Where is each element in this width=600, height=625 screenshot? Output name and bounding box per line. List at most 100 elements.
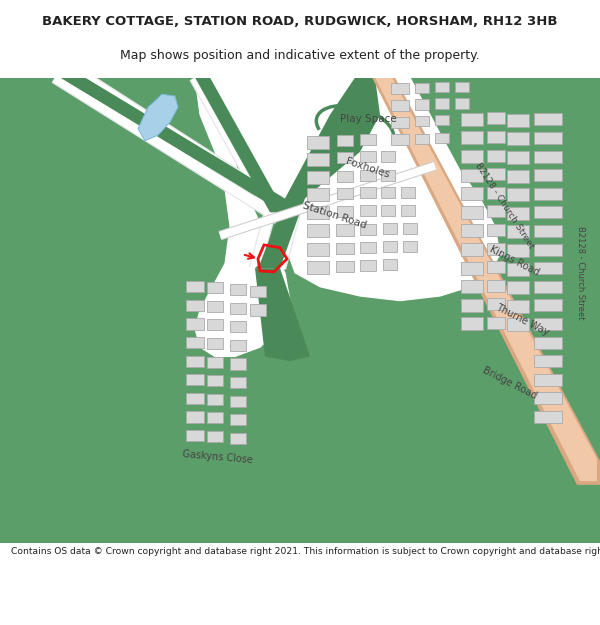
Polygon shape <box>383 222 397 234</box>
Polygon shape <box>507 151 529 164</box>
Polygon shape <box>0 78 140 542</box>
Polygon shape <box>461 318 483 331</box>
Polygon shape <box>383 259 397 270</box>
Polygon shape <box>360 134 376 146</box>
Polygon shape <box>461 150 483 163</box>
Polygon shape <box>186 411 204 422</box>
Text: B2128 - Church Street: B2128 - Church Street <box>473 161 535 251</box>
Polygon shape <box>207 394 223 405</box>
Polygon shape <box>230 432 246 444</box>
Polygon shape <box>230 377 246 388</box>
Polygon shape <box>307 206 329 219</box>
Polygon shape <box>340 78 600 542</box>
Polygon shape <box>534 188 562 200</box>
Polygon shape <box>230 396 246 407</box>
Polygon shape <box>487 168 505 180</box>
Text: Gaskyns Close: Gaskyns Close <box>182 449 254 465</box>
Polygon shape <box>381 205 395 216</box>
Polygon shape <box>337 135 353 146</box>
Polygon shape <box>534 299 562 311</box>
Polygon shape <box>461 224 483 238</box>
Polygon shape <box>435 98 449 109</box>
Polygon shape <box>360 224 376 234</box>
Polygon shape <box>461 206 483 219</box>
Polygon shape <box>186 392 204 404</box>
Polygon shape <box>507 188 529 201</box>
Polygon shape <box>401 188 415 198</box>
Polygon shape <box>534 244 562 256</box>
Polygon shape <box>534 262 562 274</box>
Polygon shape <box>307 261 329 274</box>
Polygon shape <box>360 188 376 198</box>
Polygon shape <box>487 149 505 162</box>
Polygon shape <box>138 94 178 141</box>
Polygon shape <box>250 286 266 297</box>
Polygon shape <box>487 280 505 292</box>
Polygon shape <box>0 78 140 542</box>
Text: Station Road: Station Road <box>302 200 368 230</box>
Polygon shape <box>487 206 505 217</box>
Polygon shape <box>372 78 600 485</box>
Polygon shape <box>534 411 562 423</box>
Polygon shape <box>435 82 449 92</box>
Polygon shape <box>307 171 329 184</box>
Polygon shape <box>375 78 597 481</box>
Polygon shape <box>307 243 329 256</box>
Polygon shape <box>507 244 529 257</box>
Polygon shape <box>455 82 469 92</box>
Polygon shape <box>381 169 395 181</box>
Polygon shape <box>401 205 415 216</box>
Polygon shape <box>381 188 395 198</box>
Polygon shape <box>360 242 376 253</box>
Polygon shape <box>360 205 376 216</box>
Polygon shape <box>403 241 417 252</box>
Polygon shape <box>186 300 204 311</box>
Polygon shape <box>534 206 562 218</box>
Polygon shape <box>0 78 600 542</box>
Text: Thurne Way: Thurne Way <box>494 302 550 337</box>
Polygon shape <box>461 169 483 182</box>
Polygon shape <box>207 356 223 367</box>
Polygon shape <box>415 134 429 144</box>
Polygon shape <box>336 224 354 236</box>
Polygon shape <box>207 301 223 312</box>
Polygon shape <box>360 169 376 181</box>
Polygon shape <box>207 431 223 442</box>
Polygon shape <box>461 262 483 274</box>
Polygon shape <box>461 188 483 200</box>
Polygon shape <box>415 116 429 126</box>
Polygon shape <box>207 375 223 386</box>
Polygon shape <box>534 281 562 292</box>
Polygon shape <box>507 281 529 294</box>
Polygon shape <box>186 337 204 348</box>
Text: BAKERY COTTAGE, STATION ROAD, RUDGWICK, HORSHAM, RH12 3HB: BAKERY COTTAGE, STATION ROAD, RUDGWICK, … <box>42 15 558 28</box>
Polygon shape <box>186 430 204 441</box>
Polygon shape <box>391 134 409 146</box>
Polygon shape <box>461 299 483 312</box>
Text: Map shows position and indicative extent of the property.: Map shows position and indicative extent… <box>120 49 480 62</box>
Polygon shape <box>534 132 562 144</box>
Polygon shape <box>180 78 430 542</box>
Polygon shape <box>461 280 483 293</box>
Polygon shape <box>215 78 500 301</box>
Polygon shape <box>307 188 329 201</box>
Text: Contains OS data © Crown copyright and database right 2021. This information is : Contains OS data © Crown copyright and d… <box>11 548 600 556</box>
Polygon shape <box>230 284 246 295</box>
Polygon shape <box>207 282 223 293</box>
Polygon shape <box>230 358 246 369</box>
Polygon shape <box>403 222 417 234</box>
Text: Bridge Road: Bridge Road <box>481 364 539 401</box>
Polygon shape <box>307 136 329 149</box>
Polygon shape <box>360 151 376 162</box>
Polygon shape <box>507 207 529 220</box>
Polygon shape <box>40 78 230 542</box>
Polygon shape <box>307 153 329 166</box>
Polygon shape <box>415 99 429 109</box>
Polygon shape <box>534 225 562 237</box>
Polygon shape <box>381 151 395 162</box>
Polygon shape <box>487 187 505 199</box>
Polygon shape <box>455 98 469 109</box>
Polygon shape <box>534 113 562 126</box>
Polygon shape <box>487 261 505 273</box>
Polygon shape <box>186 281 204 292</box>
